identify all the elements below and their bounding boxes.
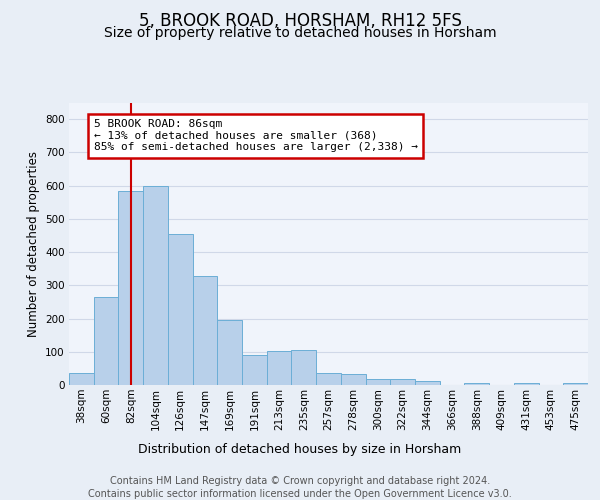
Bar xyxy=(217,320,242,385)
Text: Distribution of detached houses by size in Horsham: Distribution of detached houses by size … xyxy=(139,442,461,456)
Bar xyxy=(341,374,365,385)
Bar xyxy=(168,234,193,385)
Bar xyxy=(94,297,118,385)
Bar xyxy=(365,379,390,385)
Bar xyxy=(69,372,94,385)
Bar xyxy=(316,372,341,385)
Text: 5, BROOK ROAD, HORSHAM, RH12 5FS: 5, BROOK ROAD, HORSHAM, RH12 5FS xyxy=(139,12,461,30)
Bar xyxy=(242,355,267,385)
Bar xyxy=(563,382,588,385)
Bar xyxy=(292,350,316,385)
Bar xyxy=(514,382,539,385)
Bar xyxy=(464,383,489,385)
Y-axis label: Number of detached properties: Number of detached properties xyxy=(26,151,40,337)
Bar xyxy=(118,190,143,385)
Text: 5 BROOK ROAD: 86sqm
← 13% of detached houses are smaller (368)
85% of semi-detac: 5 BROOK ROAD: 86sqm ← 13% of detached ho… xyxy=(94,119,418,152)
Text: Size of property relative to detached houses in Horsham: Size of property relative to detached ho… xyxy=(104,26,496,40)
Text: Contains public sector information licensed under the Open Government Licence v3: Contains public sector information licen… xyxy=(88,489,512,499)
Text: Contains HM Land Registry data © Crown copyright and database right 2024.: Contains HM Land Registry data © Crown c… xyxy=(110,476,490,486)
Bar xyxy=(390,380,415,385)
Bar xyxy=(193,276,217,385)
Bar xyxy=(143,186,168,385)
Bar xyxy=(415,381,440,385)
Bar xyxy=(267,351,292,385)
